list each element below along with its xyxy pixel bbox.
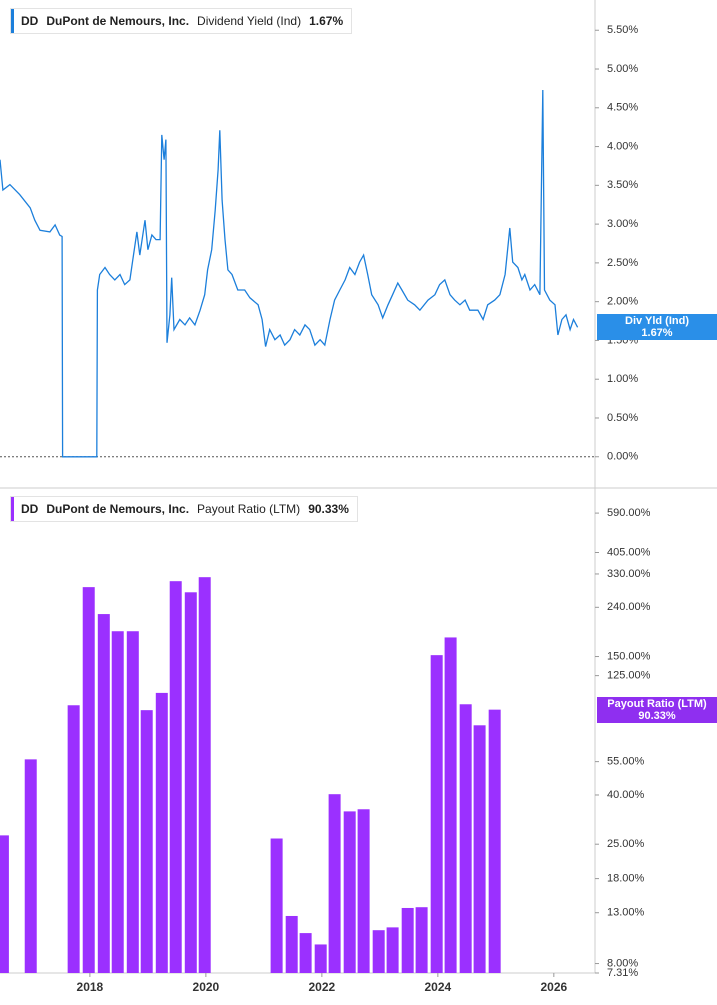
x-tick-label: 2022	[309, 980, 336, 994]
bar	[459, 704, 472, 973]
bar	[473, 725, 486, 973]
bar	[111, 631, 124, 973]
y-tick-label: 3.00%	[607, 218, 638, 230]
bar	[169, 581, 182, 973]
y-tick-label: 3.50%	[607, 179, 638, 191]
x-tick-label: 2018	[77, 980, 104, 994]
series-name: Dividend Yield (Ind)	[197, 14, 302, 28]
flag-label: Div Yld (Ind)	[625, 315, 689, 328]
bar	[299, 933, 312, 973]
y-tick-label: 2.00%	[607, 296, 638, 308]
x-tick-label: 2024	[424, 980, 451, 994]
y-tick-label: 150.00%	[607, 650, 651, 662]
bar	[155, 692, 168, 973]
bar	[372, 930, 385, 973]
legend-header: DD DuPont de Nemours, Inc. Dividend Yiel…	[10, 8, 353, 34]
y-tick-label: 1.00%	[607, 373, 638, 385]
legend-swatch	[11, 497, 14, 521]
y-tick-label: 40.00%	[607, 789, 645, 801]
bar	[444, 637, 457, 973]
bar	[126, 631, 139, 973]
last-value-flag: Div Yld (Ind) 1.67%	[597, 314, 717, 341]
bar	[430, 655, 443, 973]
last-value-flag: Payout Ratio (LTM) 90.33%	[597, 696, 717, 723]
flag-value: 1.67%	[641, 327, 673, 340]
legend-header: DD DuPont de Nemours, Inc. Payout Ratio …	[10, 496, 358, 522]
flag-value: 90.33%	[638, 709, 676, 722]
last-value: 90.33%	[308, 502, 349, 516]
y-tick-label: 4.00%	[607, 140, 638, 152]
bar	[97, 614, 110, 973]
y-tick-label: 5.50%	[607, 24, 638, 36]
bar	[488, 709, 501, 973]
y-tick-label: 590.00%	[607, 507, 651, 519]
bar	[285, 915, 298, 973]
flag-label: Payout Ratio (LTM)	[607, 697, 707, 710]
bar	[82, 587, 95, 973]
company: DuPont de Nemours, Inc.	[46, 14, 190, 28]
bar	[140, 710, 153, 973]
y-tick-label: 2.50%	[607, 257, 638, 269]
bar	[386, 927, 399, 973]
y-tick-label: 18.00%	[607, 873, 645, 885]
x-tick-label: 2026	[540, 980, 567, 994]
y-tick-label: 7.31%	[607, 967, 638, 979]
y-tick-label: 0.00%	[607, 451, 638, 463]
x-tick-label: 2020	[193, 980, 220, 994]
line	[0, 89, 579, 458]
y-tick-label: 405.00%	[607, 546, 651, 558]
bar	[0, 835, 9, 973]
y-tick-label: 25.00%	[607, 838, 645, 850]
bar	[357, 809, 370, 973]
bar	[184, 592, 197, 973]
legend-swatch	[11, 9, 14, 33]
bar	[401, 907, 414, 973]
y-tick-label: 330.00%	[607, 568, 651, 580]
y-tick-label: 5.00%	[607, 63, 638, 75]
bar	[415, 907, 428, 973]
y-tick-label: 8.00%	[607, 957, 638, 969]
bar	[270, 838, 283, 973]
series-name: Payout Ratio (LTM)	[197, 502, 301, 516]
bar	[24, 759, 37, 973]
company: DuPont de Nemours, Inc.	[46, 502, 190, 516]
y-tick-label: 13.00%	[607, 907, 645, 919]
ticker: DD	[21, 14, 39, 28]
bar	[328, 794, 341, 973]
y-tick-label: 125.00%	[607, 670, 651, 682]
y-tick-label: 0.50%	[607, 412, 638, 424]
y-tick-label: 55.00%	[607, 756, 645, 768]
last-value: 1.67%	[309, 14, 344, 28]
y-tick-label: 4.50%	[607, 102, 638, 114]
ticker: DD	[21, 502, 39, 516]
bar	[198, 577, 211, 973]
bar	[67, 705, 80, 973]
bar	[314, 944, 327, 973]
bar	[343, 811, 356, 973]
y-tick-label: 240.00%	[607, 601, 651, 613]
